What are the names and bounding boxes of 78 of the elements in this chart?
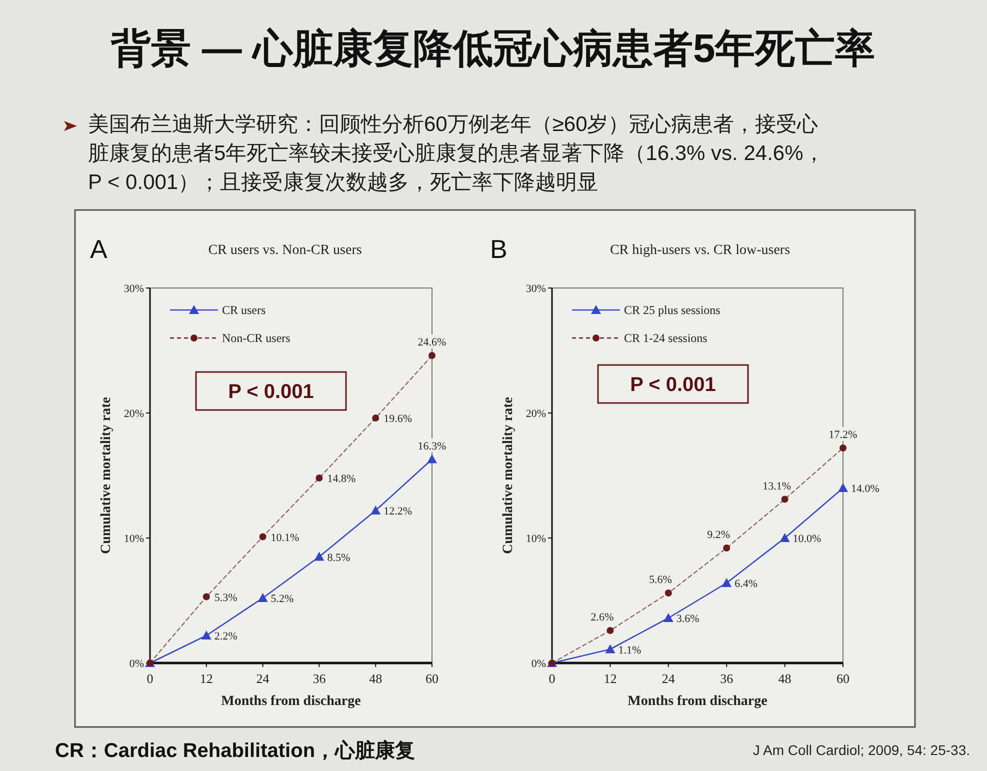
data-label: 1.1% [618,644,642,656]
data-label: 12.2% [384,506,412,518]
data-label: 3.6% [676,613,700,625]
data-label: 2.6% [590,612,614,624]
point [722,578,732,587]
data-label: 10.1% [270,532,300,544]
data-label: 24.6% [418,336,446,348]
data-label: 5.6% [648,574,672,586]
text: B [490,234,508,264]
y-tick-label: 10% [526,533,546,545]
point [663,613,674,622]
x-tick-label: 0 [548,671,556,686]
annotation: P < 0.001 [228,381,314,403]
data-label: 14.0% [851,483,880,495]
point [605,644,616,654]
y-tick-label: 20% [124,408,144,420]
point [840,444,846,452]
data-label: 2.2% [214,630,238,642]
y-tick-label: 30% [124,283,144,295]
text: 背景 — 心脏康复降低冠心病患者5年死亡率 [110,27,876,71]
legend-label: Non-CR users [222,331,291,345]
data-label: 6.4% [734,578,758,590]
x-tick-label: 0 [146,671,154,686]
y-tick-label: 10% [124,533,144,545]
point [780,533,790,542]
point [781,496,788,503]
y-axis-title: Cumulative mortality rate [501,396,516,554]
chart-title: CR users vs. Non-CR users [208,243,362,258]
data-label: 17.2% [828,429,858,441]
point [316,474,323,482]
x-tick-label: 24 [256,671,270,686]
y-tick-label: 0% [129,658,144,670]
x-axis-title: Months from discharge [628,694,768,709]
point [606,627,614,634]
point [428,352,436,359]
data-label: 5.3% [214,592,238,604]
x-tick-label: 36 [312,671,326,686]
text: J Am Coll Cardiol; 2009, 54: 25-33. [752,742,970,758]
data-label: 16.3% [418,440,446,452]
chart-title: CR high-users vs. CR low-users [610,243,790,258]
point [723,544,730,552]
point [201,630,212,640]
x-tick-label: 36 [720,671,734,686]
point [427,454,437,464]
x-tick-label: 24 [662,671,676,686]
x-tick-label: 12 [604,671,617,686]
point [314,552,324,561]
x-tick-label: 60 [426,671,438,686]
y-axis-title: Cumulative mortality rate [99,396,114,554]
x-axis-title: Months from discharge [221,694,361,709]
point [370,506,381,514]
data-label: 13.1% [762,480,792,492]
point [258,593,268,602]
legend-label: CR users [222,303,266,317]
y-tick-label: 30% [526,283,546,295]
text: A [90,234,108,264]
point [838,483,848,492]
data-label: 5.2% [270,593,294,605]
data-label: 19.6% [384,413,412,425]
x-tick-label: 60 [836,671,850,686]
legend-label: CR 1-24 sessions [624,331,708,345]
data-label: 9.2% [707,529,730,541]
text: CR：Cardiac Rehabilitation，心脏康复 [55,739,416,762]
point [202,593,210,600]
y-tick-label: 20% [526,408,546,420]
point [259,533,266,540]
x-tick-label: 48 [369,671,382,686]
text: 美国布兰迪斯大学研究：回顾性分析60万例老年（≥60岁）冠心病患者，接受心脏康复的患者5年死亡率较未接受心脏康复的患者显著下降（16.3% vs. 24.6%，P < 0.001）；且接受康复次数越多，死亡率下降越明显 [88,112,826,196]
x-tick-label: 12 [200,671,213,686]
point [372,414,380,422]
data-label: 8.5% [327,552,350,564]
point [664,590,672,596]
annotation: P < 0.001 [630,374,716,396]
y-tick-label: 0% [531,658,546,670]
data-label: 10.0% [792,533,822,545]
legend-label: CR 25 plus sessions [624,303,721,317]
data-label: 14.8% [327,473,356,485]
x-tick-label: 48 [778,671,792,686]
